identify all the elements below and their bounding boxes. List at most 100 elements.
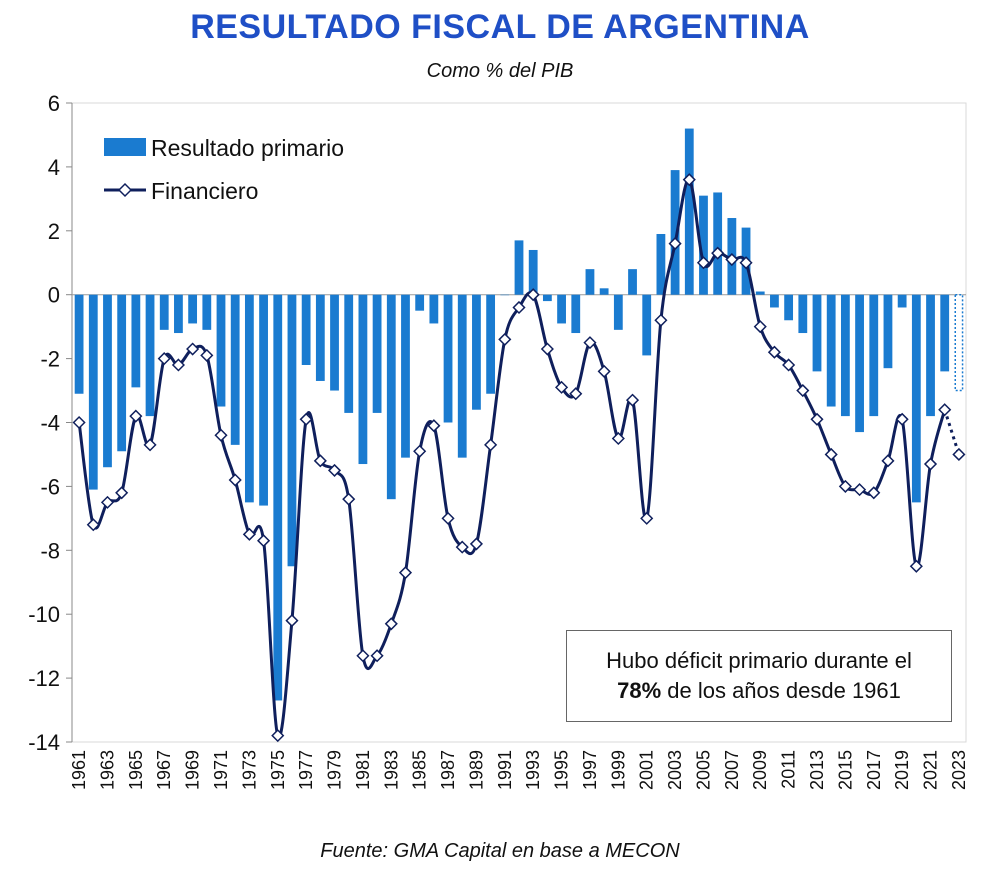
bar-primario	[131, 294, 141, 388]
line-marker-financiero	[285, 614, 299, 628]
bar-primario	[713, 192, 723, 295]
bar-primario	[330, 294, 339, 391]
x-tick-label: 2009	[750, 750, 770, 790]
bar-primario	[443, 294, 453, 423]
line-marker-financiero	[512, 300, 526, 315]
bar-primario	[599, 288, 609, 295]
bar-primario	[74, 294, 84, 394]
line-marker-financiero	[867, 486, 881, 500]
bar-primario	[103, 294, 112, 468]
x-tick-label: 2001	[637, 750, 657, 790]
x-tick-label: 2011	[779, 750, 799, 789]
bar-primario	[699, 195, 708, 295]
bar-primario	[585, 269, 595, 295]
bar-primario	[486, 294, 496, 394]
line-marker-financiero	[242, 527, 256, 541]
bar-primario	[869, 294, 879, 417]
line-marker-financiero	[569, 387, 583, 401]
line-marker-financiero	[72, 415, 86, 430]
line-marker-financiero	[455, 540, 469, 554]
annotation-line-2: 78% de los años desde 1961	[567, 676, 951, 706]
y-tick-label: 0	[48, 283, 60, 308]
x-tick-label: 2017	[864, 750, 884, 790]
line-marker-financiero	[540, 342, 554, 356]
x-tick-label: 1963	[97, 750, 117, 790]
legend: Resultado primario Financiero	[104, 135, 344, 204]
x-tick-label: 1973	[239, 750, 259, 790]
line-marker-financiero	[810, 412, 824, 426]
line-marker-financiero	[682, 173, 696, 187]
y-tick-label: -2	[40, 347, 60, 372]
bar-primario	[244, 294, 254, 503]
legend-swatch-financiero-marker	[117, 182, 133, 198]
line-marker-financiero	[115, 486, 129, 500]
legend-label-primario: Resultado primario	[151, 135, 344, 161]
line-marker-financiero	[640, 511, 654, 525]
x-tick-label: 1969	[183, 750, 203, 790]
line-marker-financiero	[881, 454, 895, 468]
y-tick-label: -14	[28, 730, 60, 755]
bar-primario	[542, 294, 552, 302]
line-marker-financiero	[186, 342, 200, 356]
line-marker-financiero	[654, 313, 668, 327]
annotation-line-2-text: de los años desde 1961	[661, 678, 901, 703]
bar-primario	[528, 249, 538, 295]
line-marker-financiero	[895, 412, 909, 426]
y-tick-label: -4	[40, 411, 60, 436]
line-marker-financiero	[299, 412, 313, 426]
line-marker-financiero	[441, 511, 455, 525]
line-marker-financiero	[370, 649, 384, 663]
line-marker-financiero	[555, 380, 569, 394]
line-marker-financiero	[384, 617, 398, 631]
line-marker-financiero	[171, 358, 185, 372]
x-tick-label: 1967	[154, 750, 174, 790]
bar-primario	[770, 294, 779, 308]
line-marker-financiero	[86, 518, 100, 532]
line-marker-financiero	[200, 348, 214, 362]
x-tick-label: 2005	[693, 750, 713, 790]
line-marker-financiero	[214, 428, 228, 442]
y-tick-label: 4	[48, 155, 60, 180]
bar-primario	[656, 233, 666, 295]
line-marker-financiero	[469, 537, 483, 551]
bar-primario	[755, 291, 765, 295]
y-tick-label: -12	[28, 666, 60, 691]
x-tick-label: 1989	[466, 750, 486, 790]
annotation-box: Hubo déficit primario durante el 78% de …	[566, 630, 952, 722]
bar-primario	[628, 269, 637, 295]
line-marker-financiero	[327, 463, 342, 477]
line-marker-financiero	[853, 483, 867, 497]
line-marker-financiero	[782, 358, 796, 372]
line-marker-financiero	[739, 256, 753, 270]
line-marker-financiero	[767, 345, 781, 359]
bar-primario	[514, 240, 524, 295]
line-marker-financiero	[143, 438, 157, 452]
line-marker-financiero	[597, 364, 611, 378]
bar-primario	[557, 294, 566, 324]
bar-primario	[117, 294, 127, 452]
line-marker-financiero	[952, 447, 966, 462]
bar-series-primario	[74, 128, 964, 701]
x-tick-label: 1975	[268, 750, 288, 790]
y-tick-label: -8	[40, 538, 60, 563]
line-marker-financiero	[313, 454, 327, 468]
x-tick-label: 1993	[523, 750, 543, 790]
bar-primario	[273, 294, 283, 701]
line-marker-financiero	[923, 457, 938, 471]
x-tick-label: 1979	[325, 750, 345, 790]
bar-primario	[897, 294, 907, 308]
bar-primario	[174, 294, 183, 334]
x-tick-label: 1987	[438, 750, 458, 790]
bar-primario	[613, 294, 623, 330]
x-tick-label: 2007	[722, 750, 742, 790]
bar-primario	[812, 294, 822, 372]
line-marker-financiero	[583, 336, 597, 350]
line-series-financiero	[72, 173, 966, 743]
x-tick-label: 2003	[665, 750, 685, 790]
x-tick-label: 1995	[552, 750, 572, 790]
line-marker-financiero	[711, 246, 725, 260]
line-marker-financiero	[938, 403, 952, 417]
line-financiero-projection	[943, 409, 961, 455]
bar-primario	[202, 294, 212, 330]
